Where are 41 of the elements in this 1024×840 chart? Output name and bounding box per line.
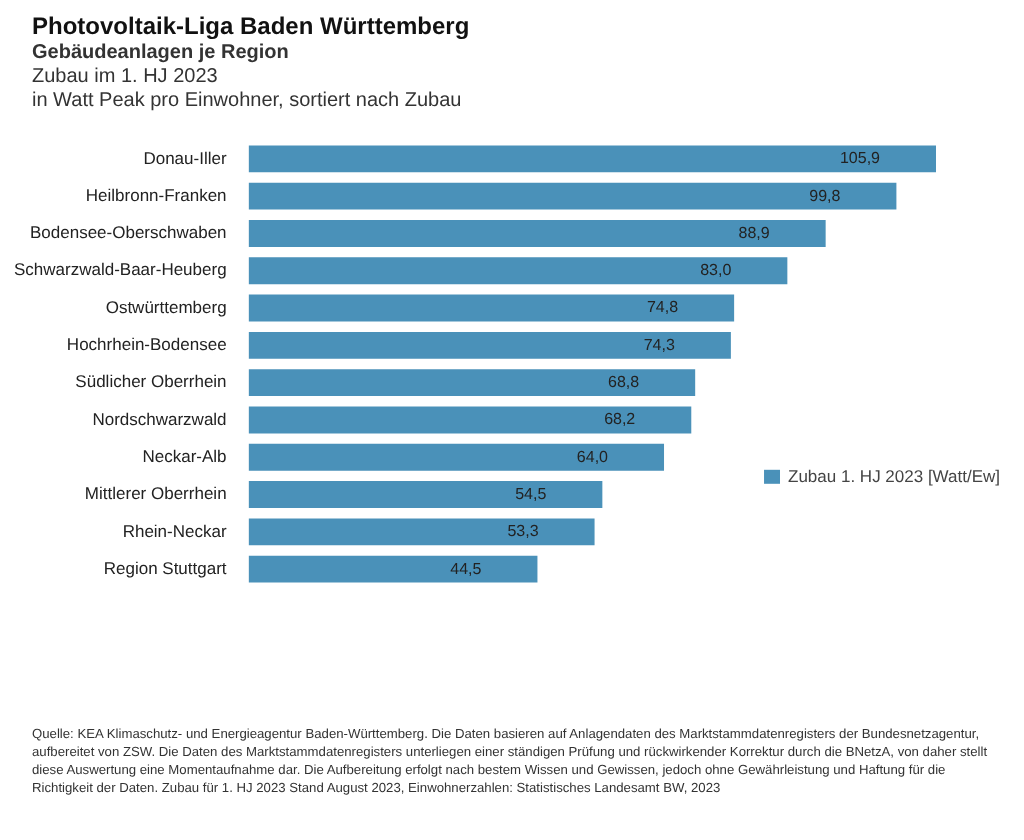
- data-label: 83,0: [700, 261, 733, 280]
- bar: [248, 518, 595, 546]
- y-tick-label: Südlicher Oberrhein: [75, 371, 228, 392]
- y-tick-label: Ostwürttemberg: [105, 296, 228, 317]
- bar: [248, 331, 731, 359]
- data-label: 88,9: [738, 223, 771, 242]
- data-label: 74,3: [643, 335, 676, 354]
- y-tick-label: Heilbronn-Franken: [85, 184, 228, 205]
- data-label: 68,8: [608, 373, 641, 392]
- bar: [248, 257, 788, 285]
- chart-subtitle: Gebäudeanlagen je Region: [32, 42, 291, 66]
- y-tick-label: Donau-Iller: [143, 147, 227, 168]
- y-tick-label: Hochrhein-Bodensee: [66, 334, 228, 355]
- y-tick-label: Neckar-Alb: [142, 445, 228, 466]
- bar: [248, 182, 897, 210]
- bar: [248, 443, 665, 471]
- legend-label: Zubau 1. HJ 2023 [Watt/Ew]: [788, 466, 1000, 487]
- bar: [248, 406, 692, 434]
- y-tick-label: Rhein-Neckar: [122, 520, 227, 541]
- data-label: 53,3: [507, 522, 540, 541]
- bar: [248, 369, 696, 397]
- y-tick-label: Region Stuttgart: [103, 557, 228, 578]
- data-label: 99,8: [809, 186, 842, 205]
- data-label: 64,0: [576, 447, 610, 466]
- text: Zubau im 1. HJ 2023: [32, 66, 220, 90]
- data-label: 54,5: [515, 484, 548, 503]
- y-tick-label: Mittlerer Oberrhein: [84, 483, 228, 504]
- chart-title: Photovoltaik-Liga Baden Württemberg: [32, 12, 470, 42]
- data-label: 44,5: [450, 559, 483, 578]
- bar: [248, 294, 735, 322]
- data-label: 105,9: [839, 149, 882, 168]
- bar: [248, 555, 538, 583]
- data-label: 68,2: [604, 410, 637, 429]
- text: in Watt Peak pro Einwohner, sortiert nach Zubau: [32, 90, 464, 114]
- data-label: 74,8: [646, 298, 680, 317]
- y-tick-label: Nordschwarzwald: [92, 408, 228, 429]
- bar: [248, 145, 936, 173]
- y-tick-label: Bodensee-Oberschwaben: [30, 222, 228, 243]
- y-tick-label: Schwarzwald-Baar-Heuberg: [14, 259, 228, 280]
- bar: [248, 220, 826, 247]
- bar: [248, 481, 603, 508]
